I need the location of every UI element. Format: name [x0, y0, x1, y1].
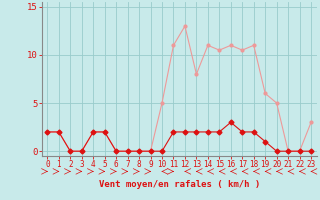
X-axis label: Vent moyen/en rafales ( km/h ): Vent moyen/en rafales ( km/h ) — [99, 180, 260, 189]
